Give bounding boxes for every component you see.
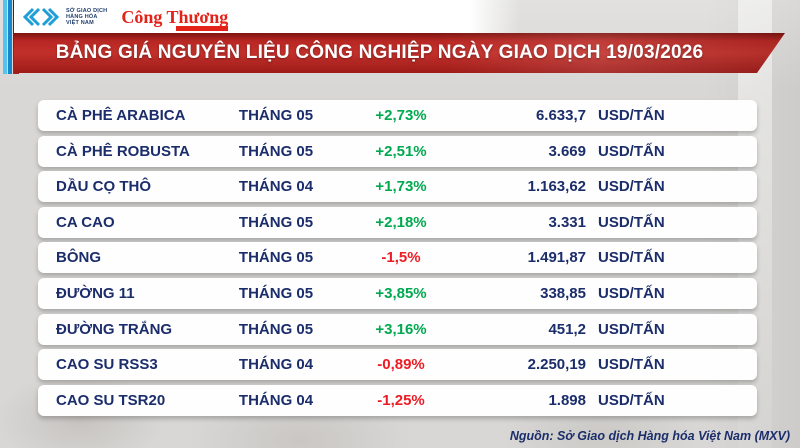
mxv-logo-line1: SỞ GIAO DỊCH bbox=[66, 7, 108, 14]
contract-month: THÁNG 05 bbox=[238, 142, 314, 160]
price-value: 1.491,87 bbox=[527, 249, 586, 267]
price-unit: USD/TẤN bbox=[598, 213, 665, 231]
logo-strip: SỞ GIAO DỊCH HÀNG HÓA VIỆT NAM Công Thươ… bbox=[14, 0, 520, 33]
change-percent: -1,5% bbox=[381, 249, 421, 267]
price-value: 2.250,19 bbox=[527, 356, 586, 374]
change-percent: -1,25% bbox=[377, 391, 425, 409]
price-value: 1.163,62 bbox=[527, 178, 586, 196]
congthuong-logo: Công Thương bbox=[121, 6, 229, 31]
table-row: CÀ PHÊ ARABICA THÁNG 05 +2,73% 6.633,7 U… bbox=[38, 100, 757, 131]
price-unit: USD/TẤN bbox=[598, 142, 665, 160]
mxv-logo-line2: HÀNG HÓA bbox=[66, 13, 98, 20]
price-table: CÀ PHÊ ARABICA THÁNG 05 +2,73% 6.633,7 U… bbox=[38, 100, 757, 420]
contract-month: THÁNG 05 bbox=[238, 284, 314, 302]
mxv-logo-text: SỞ GIAO DỊCH HÀNG HÓA VIỆT NAM bbox=[66, 8, 107, 26]
table-row: ĐƯỜNG 11 THÁNG 05 +3,85% 338,85 USD/TẤN bbox=[38, 277, 757, 309]
price-unit: USD/TẤN bbox=[598, 391, 665, 409]
price-unit: USD/TẤN bbox=[598, 107, 665, 124]
congthuong-logo-bar bbox=[176, 25, 229, 31]
commodity-name: CAO SU TSR20 bbox=[56, 391, 166, 409]
price-value: 338,85 bbox=[540, 284, 586, 302]
price-unit: USD/TẤN bbox=[598, 249, 665, 267]
change-percent: +2,73% bbox=[375, 107, 427, 124]
price-unit: USD/TẤN bbox=[598, 356, 665, 374]
table-row: CA CAO THÁNG 05 +2,18% 3.331 USD/TẤN bbox=[38, 206, 757, 238]
change-percent: +2,18% bbox=[375, 213, 427, 231]
table-row: ĐƯỜNG TRẮNG THÁNG 05 +3,16% 451,2 USD/TẤ… bbox=[38, 313, 757, 345]
mxv-chevrons-icon bbox=[22, 7, 60, 26]
contract-month: THÁNG 04 bbox=[238, 391, 314, 409]
mxv-logo: SỞ GIAO DỊCH HÀNG HÓA VIỆT NAM bbox=[20, 6, 107, 28]
commodity-name: BÔNG bbox=[56, 249, 101, 267]
mxv-logo-line3: VIỆT NAM bbox=[66, 19, 94, 26]
price-value: 3.669 bbox=[548, 142, 586, 160]
stripe-lightblue bbox=[3, 0, 7, 74]
contract-month: THÁNG 05 bbox=[238, 320, 314, 338]
price-value: 451,2 bbox=[548, 320, 586, 338]
title-banner: BẢNG GIÁ NGUYÊN LIỆU CÔNG NGHIỆP NGÀY GI… bbox=[14, 33, 785, 73]
change-percent: +3,16% bbox=[375, 320, 427, 338]
price-unit: USD/TẤN bbox=[598, 178, 665, 196]
price-unit: USD/TẤN bbox=[598, 320, 665, 338]
table-row: CAO SU TSR20 THÁNG 04 -1,25% 1.898 USD/T… bbox=[38, 384, 757, 416]
change-percent: +2,51% bbox=[375, 142, 427, 160]
contract-month: THÁNG 05 bbox=[238, 249, 314, 267]
change-percent: +3,85% bbox=[375, 284, 427, 302]
contract-month: THÁNG 04 bbox=[238, 178, 314, 196]
commodity-name: CA CAO bbox=[56, 213, 115, 231]
price-unit: USD/TẤN bbox=[598, 284, 665, 302]
commodity-name: DẦU CỌ THÔ bbox=[56, 178, 151, 196]
commodity-name: CÀ PHÊ ROBUSTA bbox=[56, 142, 190, 160]
contract-month: THÁNG 05 bbox=[238, 213, 314, 231]
commodity-name: ĐƯỜNG 11 bbox=[56, 284, 135, 302]
table-row: CÀ PHÊ ROBUSTA THÁNG 05 +2,51% 3.669 USD… bbox=[38, 135, 757, 167]
price-value: 1.898 bbox=[548, 391, 586, 409]
congthuong-logo-text: Công Thương bbox=[121, 6, 229, 27]
page-title: BẢNG GIÁ NGUYÊN LIỆU CÔNG NGHIỆP NGÀY GI… bbox=[55, 42, 704, 63]
table-row: BÔNG THÁNG 05 -1,5% 1.491,87 USD/TẤN bbox=[38, 242, 757, 274]
change-percent: +1,73% bbox=[375, 178, 427, 196]
contract-month: THÁNG 05 bbox=[238, 107, 314, 124]
commodity-name: ĐƯỜNG TRẮNG bbox=[56, 320, 173, 338]
price-value: 3.331 bbox=[548, 213, 586, 231]
contract-month: THÁNG 04 bbox=[238, 356, 314, 374]
source-note: Nguồn: Sở Giao dịch Hàng hóa Việt Nam (M… bbox=[509, 429, 790, 443]
commodity-name: CÀ PHÊ ARABICA bbox=[56, 107, 186, 124]
commodity-name: CAO SU RSS3 bbox=[56, 356, 158, 374]
table-row: CAO SU RSS3 THÁNG 04 -0,89% 2.250,19 USD… bbox=[38, 349, 757, 381]
change-percent: -0,89% bbox=[377, 356, 425, 374]
stripe-blue bbox=[8, 0, 12, 74]
price-value: 6.633,7 bbox=[535, 107, 586, 124]
table-row: DẦU CỌ THÔ THÁNG 04 +1,73% 1.163,62 USD/… bbox=[38, 171, 757, 203]
